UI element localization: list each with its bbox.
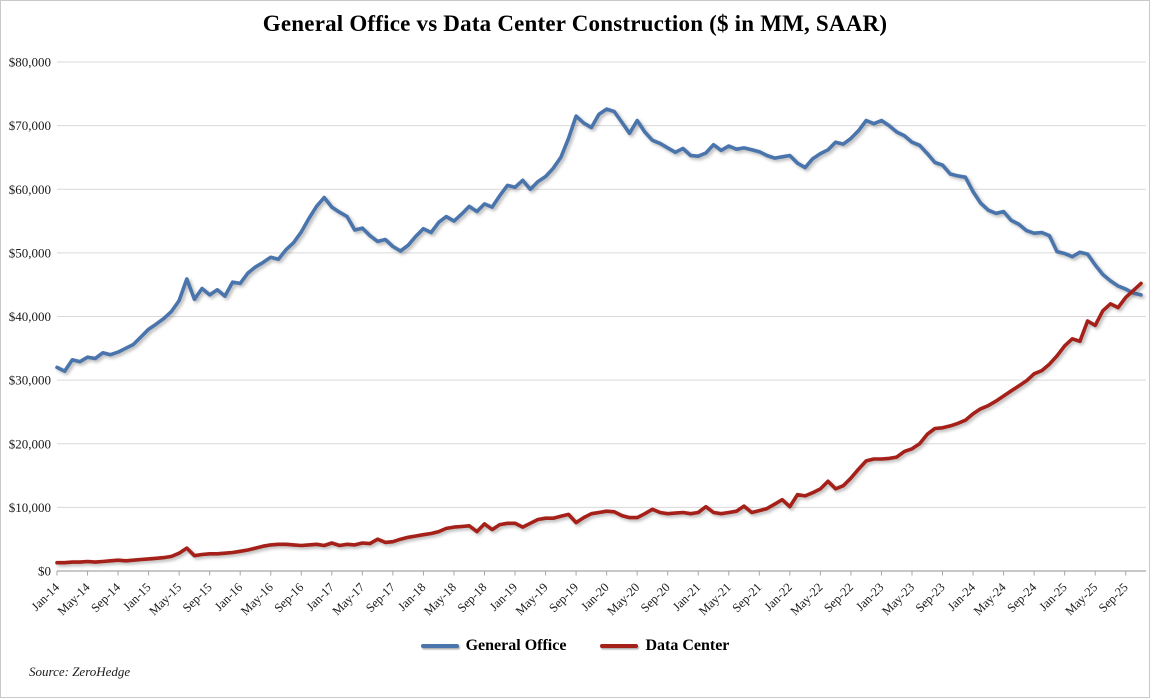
general-office-line-swatch <box>420 644 459 648</box>
source-note: Source: ZeroHedge <box>29 664 131 679</box>
x-axis-label: Sep-14 <box>88 580 123 615</box>
legend-label-general-office: General Office <box>465 637 567 654</box>
x-axis-label: May-23 <box>879 580 917 618</box>
x-axis-label: May-14 <box>55 580 93 618</box>
data-center-line-swatch <box>600 644 639 648</box>
x-axis-label: May-19 <box>513 580 551 618</box>
x-axis-label: Sep-23 <box>913 580 948 615</box>
y-axis-label: $60,000 <box>9 182 51 197</box>
x-axis-label: May-15 <box>146 580 184 618</box>
series-line-data-center <box>55 281 1143 565</box>
x-axis-label: May-17 <box>330 580 368 618</box>
x-axis-label: May-21 <box>696 580 734 618</box>
series-line-general-office <box>55 107 1143 374</box>
chart-title: General Office vs Data Center Constructi… <box>262 11 888 36</box>
y-axis-label: $0 <box>38 564 51 579</box>
x-axis-label: May-16 <box>238 580 276 618</box>
y-axis-label: $10,000 <box>9 500 51 515</box>
x-axis-label: Sep-22 <box>821 580 856 615</box>
x-axis-label: Sep-25 <box>1096 580 1131 615</box>
legend-item-data-center: Data Center <box>600 637 729 655</box>
x-axis-label: Sep-21 <box>729 580 764 615</box>
x-axis-label: Sep-15 <box>180 580 215 615</box>
x-axis-label: Sep-17 <box>363 580 398 615</box>
chart-legend: General Office Data Center <box>1 637 1149 655</box>
y-axis-label: $40,000 <box>9 309 51 324</box>
y-axis-label: $70,000 <box>9 118 51 133</box>
x-axis-label: May-18 <box>421 580 459 618</box>
y-axis-label: $50,000 <box>9 245 51 260</box>
x-axis-label: May-22 <box>788 580 826 618</box>
y-axis-label: $30,000 <box>9 373 51 388</box>
x-axis-label: Sep-19 <box>546 580 581 615</box>
legend-item-general-office: General Office <box>420 637 567 655</box>
x-axis-label: Sep-16 <box>271 580 306 615</box>
x-axis-label: Sep-20 <box>638 580 673 615</box>
x-axis-label: May-20 <box>604 580 642 618</box>
y-axis-label: $20,000 <box>9 436 51 451</box>
x-axis-label: Sep-18 <box>455 580 490 615</box>
x-axis-label: May-24 <box>971 580 1009 618</box>
y-axis-label: $80,000 <box>9 55 51 70</box>
x-axis-label: Sep-24 <box>1004 580 1039 615</box>
x-axis-label: May-25 <box>1062 580 1100 618</box>
legend-label-data-center: Data Center <box>645 637 730 654</box>
